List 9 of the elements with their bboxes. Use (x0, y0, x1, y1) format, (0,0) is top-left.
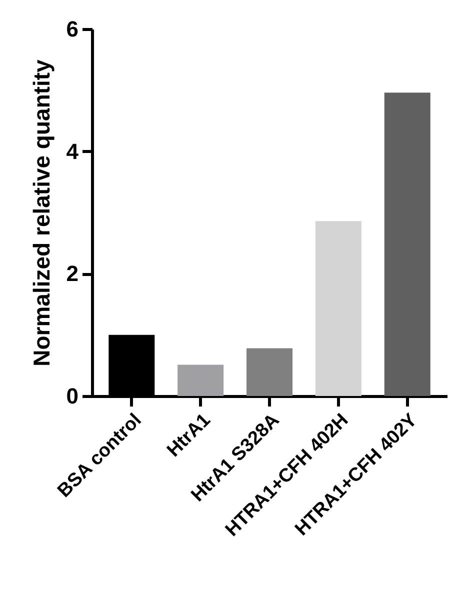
y-tick-label: 2 (66, 261, 78, 286)
bar (178, 364, 224, 396)
y-tick-label: 6 (66, 16, 78, 42)
bar (315, 221, 362, 396)
y-tick-label: 0 (66, 384, 78, 408)
y-axis-title: Normalized relative quantity (28, 59, 54, 366)
y-tick-label: 4 (66, 138, 80, 164)
bar (384, 92, 430, 396)
bar (246, 348, 292, 396)
